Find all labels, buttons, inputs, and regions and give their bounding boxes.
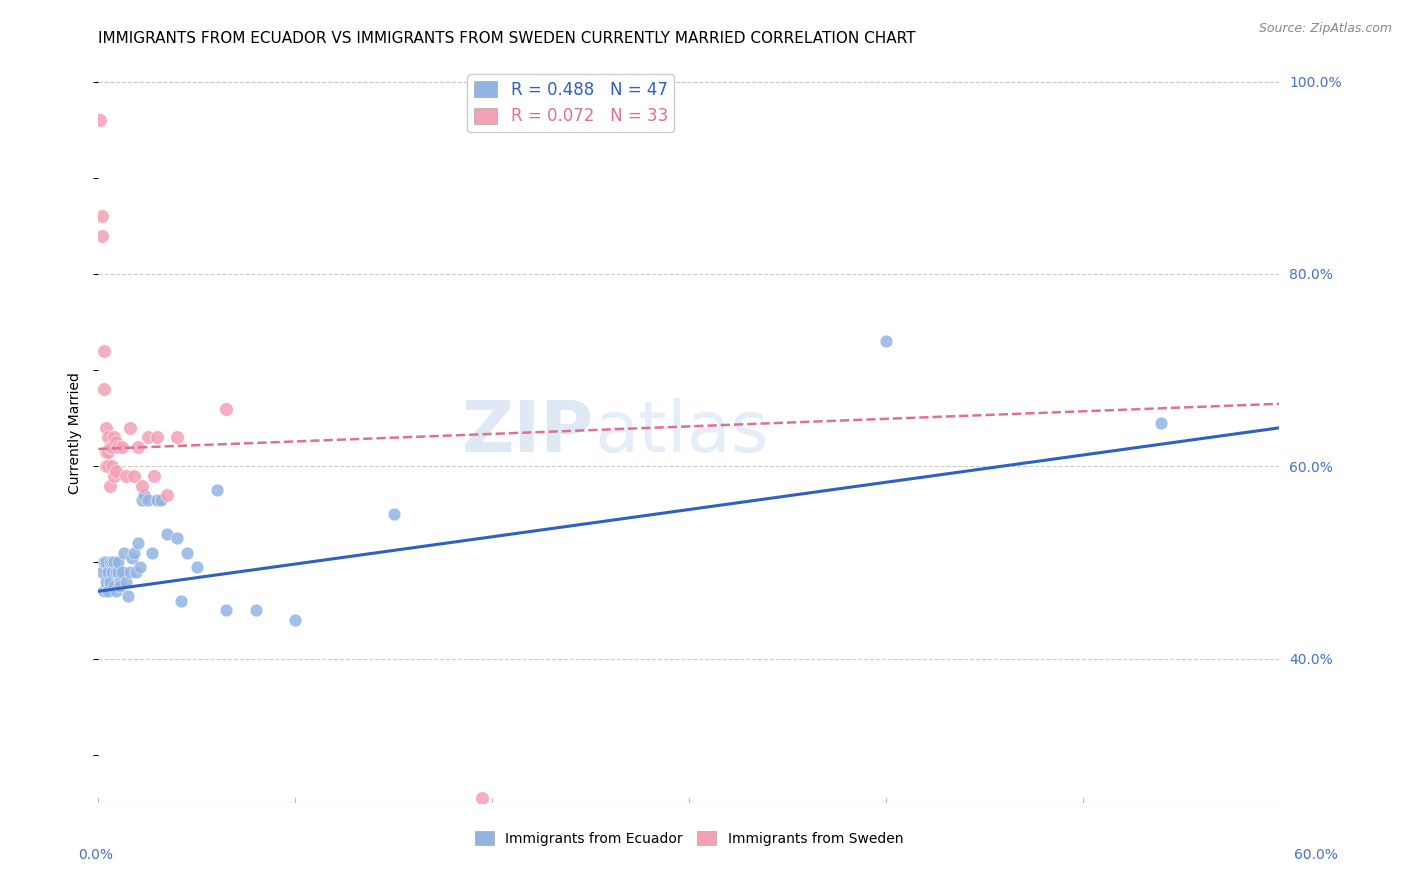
Point: [107, 565, 129, 579]
Point: [215, 603, 238, 617]
Point: [108, 574, 131, 589]
Point: [98, 440, 121, 454]
Text: 60.0%: 60.0%: [1294, 847, 1339, 862]
Point: [96, 556, 118, 570]
Point: [128, 560, 150, 574]
Point: [117, 589, 139, 603]
Point: [245, 603, 267, 617]
Point: [1150, 416, 1173, 430]
Point: [101, 459, 124, 474]
Point: [141, 546, 163, 560]
Point: [127, 440, 149, 454]
Point: [112, 546, 135, 560]
Text: 0.0%: 0.0%: [79, 847, 112, 862]
Point: [115, 574, 138, 589]
Point: [93, 343, 115, 358]
Point: [97, 430, 120, 444]
Point: [97, 565, 120, 579]
Point: [176, 546, 198, 560]
Text: IMMIGRANTS FROM ECUADOR VS IMMIGRANTS FROM SWEDEN CURRENTLY MARRIED CORRELATION : IMMIGRANTS FROM ECUADOR VS IMMIGRANTS FR…: [98, 31, 915, 46]
Point: [97, 459, 120, 474]
Point: [156, 488, 179, 502]
Point: [136, 430, 159, 444]
Point: [136, 492, 159, 507]
Legend: Immigrants from Ecuador, Immigrants from Sweden: Immigrants from Ecuador, Immigrants from…: [470, 826, 908, 851]
Text: atlas: atlas: [595, 398, 769, 467]
Point: [96, 421, 118, 435]
Point: [111, 565, 134, 579]
Point: [91, 209, 114, 223]
Point: [103, 469, 125, 483]
Point: [131, 492, 153, 507]
Point: [131, 478, 153, 492]
Point: [98, 556, 121, 570]
Point: [91, 228, 114, 243]
Point: [107, 556, 129, 570]
Point: [166, 430, 188, 444]
Point: [103, 556, 125, 570]
Point: [93, 556, 115, 570]
Point: [108, 579, 131, 593]
Point: [97, 445, 120, 459]
Point: [97, 584, 120, 599]
Point: [215, 401, 238, 416]
Point: [105, 435, 128, 450]
Point: [93, 584, 115, 599]
Point: [118, 421, 141, 435]
Point: [98, 478, 121, 492]
Point: [101, 565, 124, 579]
Point: [105, 565, 128, 579]
Point: [205, 483, 228, 498]
Text: ZIP: ZIP: [463, 398, 595, 467]
Point: [471, 791, 494, 805]
Point: [101, 440, 124, 454]
Point: [107, 440, 129, 454]
Point: [89, 113, 111, 128]
Point: [122, 546, 145, 560]
Point: [125, 565, 148, 579]
Point: [103, 430, 125, 444]
Point: [146, 492, 169, 507]
Point: [96, 574, 118, 589]
Point: [142, 469, 165, 483]
Point: [170, 594, 193, 608]
Point: [96, 445, 118, 459]
Point: [105, 464, 128, 478]
Point: [875, 334, 897, 349]
Point: [101, 556, 124, 570]
Point: [122, 469, 145, 483]
Point: [146, 430, 169, 444]
Point: [103, 579, 125, 593]
Point: [121, 550, 143, 565]
Point: [93, 382, 115, 396]
Point: [96, 459, 118, 474]
Text: Source: ZipAtlas.com: Source: ZipAtlas.com: [1258, 22, 1392, 36]
Point: [186, 560, 208, 574]
Point: [150, 492, 173, 507]
Point: [132, 488, 155, 502]
Point: [115, 469, 138, 483]
Point: [127, 536, 149, 550]
Point: [111, 440, 134, 454]
Point: [91, 565, 114, 579]
Y-axis label: Currently Married: Currently Married: [69, 372, 83, 493]
Point: [118, 565, 141, 579]
Point: [105, 584, 128, 599]
Point: [166, 532, 188, 546]
Point: [382, 508, 405, 522]
Point: [156, 526, 179, 541]
Point: [284, 613, 307, 627]
Point: [98, 574, 121, 589]
